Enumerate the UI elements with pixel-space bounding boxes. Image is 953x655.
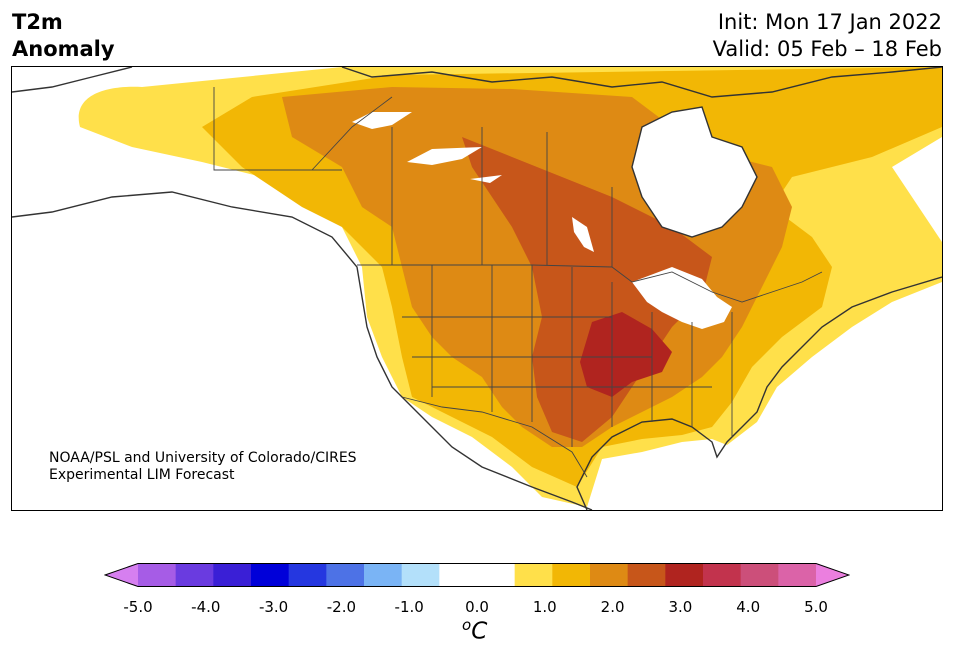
colorbar-tick-label: 1.0 [532, 598, 557, 616]
colorbar-bin [703, 563, 742, 587]
us-mexico-border [401, 396, 588, 478]
colorbar-bin [138, 563, 177, 587]
unit-celsius: C [471, 618, 488, 645]
forecast-dates: Init: Mon 17 Jan 2022 Valid: 05 Feb – 18… [713, 9, 942, 63]
title-line-2: Anomaly [12, 37, 115, 61]
hudson-bay-coast [631, 106, 758, 238]
colorbar-tick-label: -5.0 [123, 598, 153, 616]
colorbar-bin [552, 563, 591, 587]
colorbar-tick-label: -2.0 [326, 598, 357, 616]
colorbar-bin [778, 563, 817, 587]
colorbar-under-arrow [105, 563, 138, 587]
anomaly-level-2.0 [462, 137, 712, 442]
us-canada-border [357, 264, 823, 303]
colorbar-bin [439, 563, 478, 587]
colorbar-bin [514, 563, 553, 587]
credit-line-1: NOAA/PSL and University of Colorado/CIRE… [49, 450, 357, 466]
political-borders [213, 87, 823, 478]
valid-period: Valid: 05 Feb – 18 Feb [712, 37, 942, 61]
pacific-coastline [12, 191, 593, 510]
colorbar-bin [477, 563, 516, 587]
colorbar-bin [175, 563, 214, 587]
colorbar-tick-label: -3.0 [258, 598, 289, 616]
credit-line-2: Experimental LIM Forecast [49, 467, 235, 483]
init-date: Init: Mon 17 Jan 2022 [717, 10, 942, 34]
credit-text: NOAA/PSL and University of Colorado/CIRE… [49, 450, 357, 484]
colorbar-bin [401, 563, 440, 587]
colorbar-tick-label: -1.0 [394, 598, 424, 616]
colorbar-tick-label: 4.0 [736, 598, 761, 616]
colorbar-bin [326, 563, 365, 587]
arctic-coast [341, 67, 942, 98]
colorbar-over-arrow [816, 563, 849, 587]
colorbar-bin [213, 563, 252, 587]
coastlines [12, 67, 942, 510]
colorbar-tick-label: 5.0 [804, 598, 828, 616]
anomaly-map [11, 66, 943, 511]
alaska-coast [12, 67, 133, 93]
colorbar-bin [288, 563, 327, 587]
colorbar-tick-label: 3.0 [668, 598, 693, 616]
colorbar-tick-label: -4.0 [191, 598, 221, 616]
canada-province-lines [311, 96, 613, 267]
colorbar-bin [665, 563, 704, 587]
map-title: T2m Anomaly [12, 9, 115, 63]
colorbar-bin [251, 563, 290, 587]
lake-winnipeg [572, 217, 594, 252]
colorbar-bin [590, 563, 629, 587]
hudson-bay [632, 107, 757, 237]
colorbar-tick-label: 2.0 [600, 598, 625, 616]
unit-degree: o [462, 616, 472, 634]
colorbar [104, 563, 850, 587]
colorbar-bin [364, 563, 403, 587]
colorbar-tick-label: 0.0 [465, 598, 489, 616]
us-state-lines [402, 265, 733, 447]
colorbar-unit: oC [462, 616, 487, 645]
colorbar-outline [104, 563, 850, 587]
great-slave-lake [407, 147, 482, 165]
title-line-1: T2m [12, 10, 63, 34]
colorbar-bin [740, 563, 779, 587]
alaska-border [213, 87, 342, 171]
atlantic-coastline [576, 276, 942, 510]
great-lakes [632, 267, 732, 329]
anomaly-level-2.5 [580, 312, 672, 397]
map-svg [12, 67, 942, 510]
colorbar-bin [627, 563, 666, 587]
lake-athabasca [470, 175, 502, 183]
